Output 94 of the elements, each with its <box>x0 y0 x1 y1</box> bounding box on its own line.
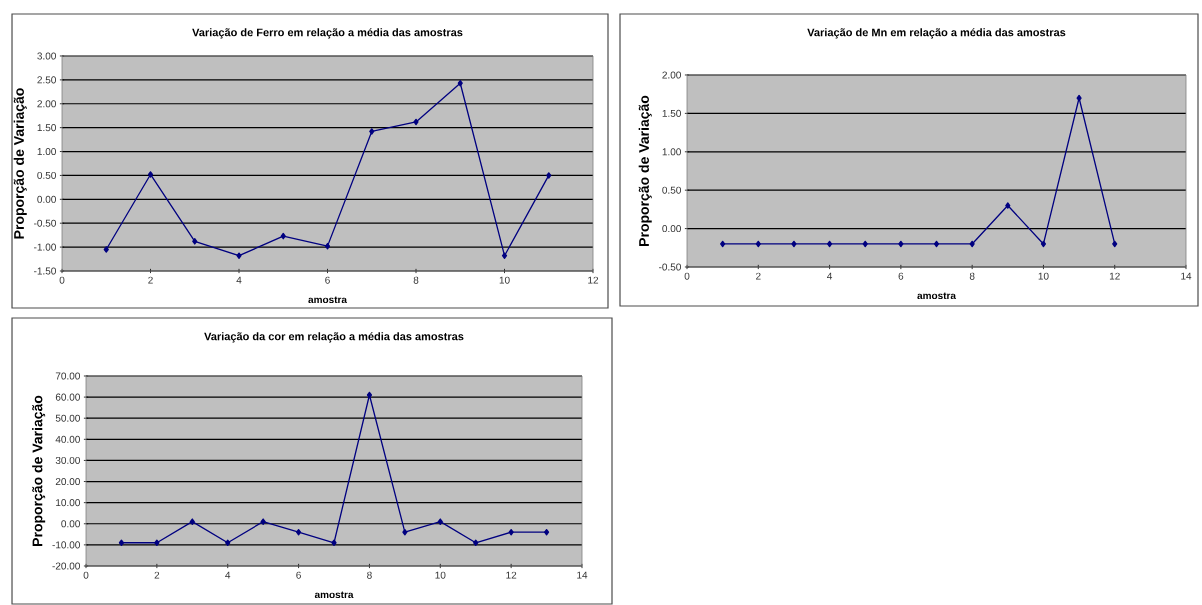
x-tick-label: 4 <box>225 571 231 579</box>
y-tick-label: -0.50 <box>34 219 56 227</box>
y-tick-label: 70.00 <box>55 372 80 380</box>
point <box>1112 240 1118 248</box>
y-tick-label: 1.50 <box>662 109 681 117</box>
y-tick-label: 1.00 <box>662 148 681 156</box>
x-tick-label: 10 <box>499 276 510 284</box>
y-tick-label: 2.00 <box>37 100 56 108</box>
x-tick-label: 8 <box>413 276 419 284</box>
x-tick-label: 14 <box>1181 272 1192 280</box>
point <box>508 528 514 536</box>
x-tick-label: 0 <box>59 276 65 284</box>
y-tick-label: 2.00 <box>662 71 681 79</box>
point <box>147 171 154 178</box>
point <box>898 240 904 248</box>
y-tick-label: 3.00 <box>37 52 56 60</box>
y-tick-label: 40.00 <box>55 435 80 443</box>
chart-title: Variação de Mn em relação a média das amostras <box>807 28 1066 39</box>
y-tick-label: -1.00 <box>34 243 56 251</box>
point <box>862 240 868 248</box>
x-tick-label: 6 <box>325 276 330 284</box>
point <box>154 539 160 547</box>
point <box>192 238 198 245</box>
point <box>791 240 797 248</box>
x-tick-label: 8 <box>367 571 372 579</box>
point <box>755 240 761 248</box>
y-tick-label: -20.00 <box>52 562 80 570</box>
x-axis-title: amostra <box>314 591 354 599</box>
point <box>260 518 266 525</box>
point <box>295 528 302 536</box>
y-axis-title: Proporção de Variação <box>32 395 46 546</box>
y-axis-title: Proporção de Variação <box>13 88 27 239</box>
point <box>118 539 125 547</box>
y-tick-label: -10.00 <box>52 541 80 549</box>
point <box>225 539 231 547</box>
x-tick-label: 14 <box>577 571 588 579</box>
x-tick-label: 10 <box>1038 272 1049 280</box>
point <box>826 240 833 248</box>
y-tick-label: 0.00 <box>37 195 56 203</box>
y-tick-label: -0.50 <box>659 263 681 271</box>
y-axis-title: Proporção de Variação <box>638 95 652 246</box>
point <box>1040 240 1047 248</box>
y-tick-label: 60.00 <box>55 393 80 401</box>
point <box>189 518 195 525</box>
x-axis-title: amostra <box>917 292 957 300</box>
x-tick-label: 12 <box>588 276 599 284</box>
x-tick-label: 12 <box>506 571 517 579</box>
x-tick-label: 12 <box>1109 272 1120 280</box>
point <box>969 240 975 248</box>
point <box>324 242 331 250</box>
point <box>402 528 408 536</box>
x-tick-label: 10 <box>435 571 446 579</box>
x-tick-label: 0 <box>83 571 89 579</box>
point <box>501 252 508 259</box>
x-tick-label: 4 <box>236 276 242 284</box>
y-tick-label: 2.50 <box>37 76 56 84</box>
y-tick-label: 1.00 <box>37 148 56 156</box>
point <box>1005 202 1011 209</box>
point <box>103 246 109 253</box>
point <box>1076 94 1082 102</box>
point <box>366 391 373 399</box>
point <box>720 240 726 248</box>
y-tick-label: 0.50 <box>37 171 56 179</box>
y-tick-label: 0.50 <box>662 186 681 194</box>
point <box>933 240 940 248</box>
point <box>331 539 337 547</box>
point <box>413 118 419 126</box>
x-tick-label: 2 <box>148 276 153 284</box>
x-tick-label: 2 <box>756 272 761 280</box>
point <box>437 518 443 525</box>
x-tick-label: 4 <box>827 272 833 280</box>
y-tick-label: 0.00 <box>61 520 80 528</box>
x-tick-label: 0 <box>684 272 690 280</box>
point <box>546 172 552 179</box>
y-tick-label: 0.00 <box>662 225 681 233</box>
point <box>369 128 375 135</box>
x-axis-title: amostra <box>308 296 348 304</box>
point <box>280 232 286 240</box>
y-tick-label: 20.00 <box>55 478 80 486</box>
point <box>473 539 479 547</box>
y-tick-label: -1.50 <box>34 267 56 275</box>
y-tick-label: 1.50 <box>37 124 56 132</box>
point <box>236 252 242 259</box>
point <box>543 528 550 536</box>
x-tick-label: 8 <box>969 272 975 280</box>
x-tick-label: 6 <box>898 272 904 280</box>
point <box>457 79 463 87</box>
y-tick-label: 30.00 <box>55 456 80 464</box>
y-tick-label: 10.00 <box>56 499 80 507</box>
chart-title: Variação de Ferro em relação a média das amostras <box>192 28 463 39</box>
x-tick-label: 2 <box>154 571 160 579</box>
chart-title: Variação da cor em relação a média das amostras <box>204 332 464 343</box>
y-tick-label: 50.00 <box>55 414 80 422</box>
x-tick-label: 6 <box>296 571 301 579</box>
